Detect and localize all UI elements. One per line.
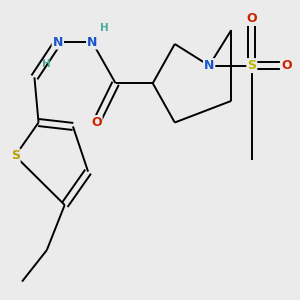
Text: N: N xyxy=(204,59,214,72)
Text: S: S xyxy=(247,59,256,72)
Text: O: O xyxy=(247,12,257,25)
Text: H: H xyxy=(100,23,108,33)
Text: S: S xyxy=(11,149,20,162)
Text: H: H xyxy=(42,58,50,68)
Text: N: N xyxy=(52,35,63,49)
Text: O: O xyxy=(91,116,102,129)
Text: O: O xyxy=(281,59,292,72)
Text: N: N xyxy=(87,35,98,49)
